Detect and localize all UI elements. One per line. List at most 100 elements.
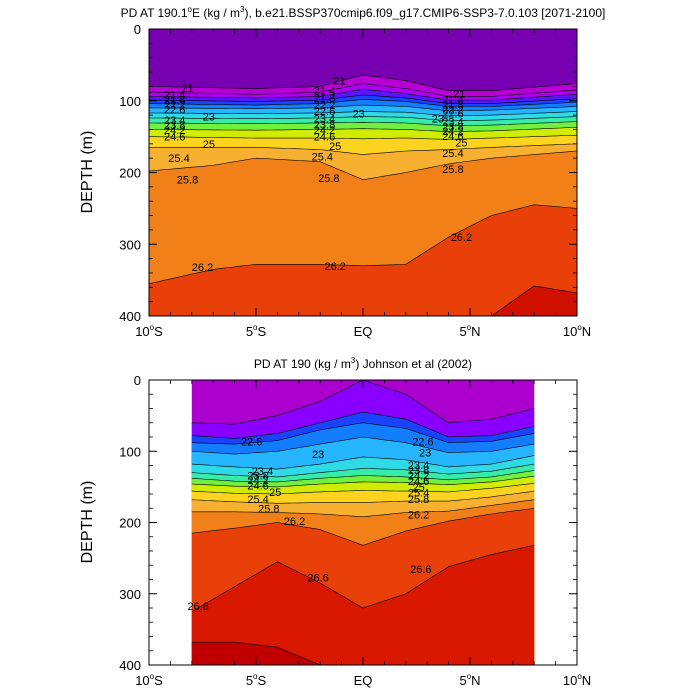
contour-label: 23.8 <box>247 471 268 483</box>
contour-label: 23.8 <box>314 119 335 131</box>
contour-label: 24.2 <box>164 125 185 137</box>
contour-label: 21.4 <box>442 94 463 106</box>
contour-label: 21.8 <box>442 99 463 111</box>
panel-top-contours <box>149 74 577 316</box>
contour-label: 25 <box>455 137 467 149</box>
panel-bottom-contours <box>191 380 535 665</box>
contour-line <box>491 285 577 316</box>
contour-label: 21 <box>181 83 193 95</box>
contour-label: 24.2 <box>247 475 268 487</box>
contour-line <box>149 204 577 284</box>
contour-label: 23 <box>312 449 324 461</box>
contour-line <box>191 463 535 478</box>
panel-bottom-contour-labels: 22.62323.423.824.224.62525.425.826.226.6… <box>187 436 433 613</box>
density-band-fill <box>191 642 535 665</box>
contour-label: 22.6 <box>164 104 185 116</box>
contour-label: 25.4 <box>247 494 268 506</box>
contour-label: 23 <box>203 112 215 124</box>
contour-label: 26.6 <box>307 572 328 584</box>
panel-top-title: PD AT 190.1oE (kg / m3), b.e21.BSSP370cm… <box>121 5 606 20</box>
contour-label: 22.2 <box>314 100 335 112</box>
contour-label: 21 <box>453 89 465 101</box>
contour-label: 21.8 <box>314 93 335 105</box>
y-tick-label: 400 <box>119 658 141 673</box>
contour-label: 25 <box>412 482 424 494</box>
contour-label: 26.6 <box>187 601 208 613</box>
contour-label: 22.6 <box>314 106 335 118</box>
x-tick-label: 5oS <box>246 323 267 339</box>
contour-label: 23.8 <box>442 122 463 134</box>
contour-label: 22.2 <box>164 99 185 111</box>
x-tick-label: 10oN <box>563 672 591 688</box>
contour-label: 24.6 <box>247 480 268 492</box>
contour-line <box>149 104 577 112</box>
contour-line <box>191 422 535 445</box>
contour-label: 23.8 <box>408 465 429 477</box>
contour-label: 21.4 <box>164 89 185 101</box>
contour-label: 23 <box>432 114 444 126</box>
contour-label: 25 <box>329 141 341 153</box>
contour-line <box>191 490 535 504</box>
y-tick-label: 200 <box>119 166 141 181</box>
x-tick-label: 10oS <box>135 672 163 688</box>
contour-line <box>191 380 535 425</box>
contour-label: 26.2 <box>451 232 472 244</box>
contour-label: 23 <box>353 109 365 121</box>
contour-label: 25.8 <box>318 173 339 185</box>
contour-label: 26.6 <box>410 564 431 576</box>
x-tick-label: 10oN <box>563 323 591 339</box>
y-tick-label: 300 <box>119 237 141 252</box>
contour-line <box>149 88 577 101</box>
panel-top: PD AT 190.1oE (kg / m3), b.e21.BSSP370cm… <box>79 5 606 339</box>
contour-label: 25.4 <box>442 148 463 160</box>
contour-line <box>191 545 535 612</box>
contour-line <box>191 436 535 455</box>
contour-label: 21.8 <box>164 94 185 106</box>
panel-bottom-fill <box>191 380 535 665</box>
contour-line <box>149 98 577 107</box>
contour-label: 24.6 <box>314 132 335 144</box>
contour-label: 23.4 <box>408 460 429 472</box>
contour-label: 25 <box>203 139 215 151</box>
contour-label: 22.2 <box>442 104 463 116</box>
contour-label: 24.2 <box>442 126 463 138</box>
contour-label: 25.4 <box>312 152 333 164</box>
panel-bottom-ylabel: DEPTH (m) <box>79 481 96 564</box>
x-tick-label: EQ <box>354 324 373 339</box>
x-tick-label: EQ <box>354 673 373 688</box>
x-tick-label: 10oS <box>135 323 163 339</box>
contour-label: 25.8 <box>258 503 279 515</box>
contour-label: 21.4 <box>314 86 335 98</box>
contour-label: 25.8 <box>408 494 429 506</box>
density-band-fill <box>191 545 535 665</box>
contour-label: 22.6 <box>442 109 463 121</box>
contour-label: 26.2 <box>192 262 213 274</box>
y-tick-label: 400 <box>119 309 141 324</box>
y-tick-label: 0 <box>134 22 141 37</box>
contour-line <box>149 116 577 122</box>
panel-bottom-title: PD AT 190 (kg / m3) Johnson et al (2002) <box>254 356 472 371</box>
contour-label: 25.8 <box>442 164 463 176</box>
contour-label: 26.2 <box>408 510 429 522</box>
x-tick-label: 5oS <box>246 672 267 688</box>
contour-line <box>149 134 577 140</box>
contour-label: 23 <box>419 448 431 460</box>
y-tick-label: 100 <box>119 444 141 459</box>
contour-line <box>191 470 535 483</box>
x-tick-label: 5oN <box>459 672 480 688</box>
contour-label: 21 <box>333 76 345 88</box>
contour-label: 24.6 <box>442 131 463 143</box>
contour-label: 22.6 <box>412 436 433 448</box>
contour-label: 23.4 <box>314 114 335 126</box>
panel-top-ylabel: DEPTH (m) <box>79 131 96 214</box>
contour-label: 24.2 <box>314 125 335 137</box>
contour-line <box>191 499 535 518</box>
y-tick-label: 100 <box>119 94 141 109</box>
contour-label: 23.4 <box>442 117 463 129</box>
contour-line <box>191 411 535 439</box>
contour-line <box>149 127 577 132</box>
contour-label: 24.6 <box>164 132 185 144</box>
